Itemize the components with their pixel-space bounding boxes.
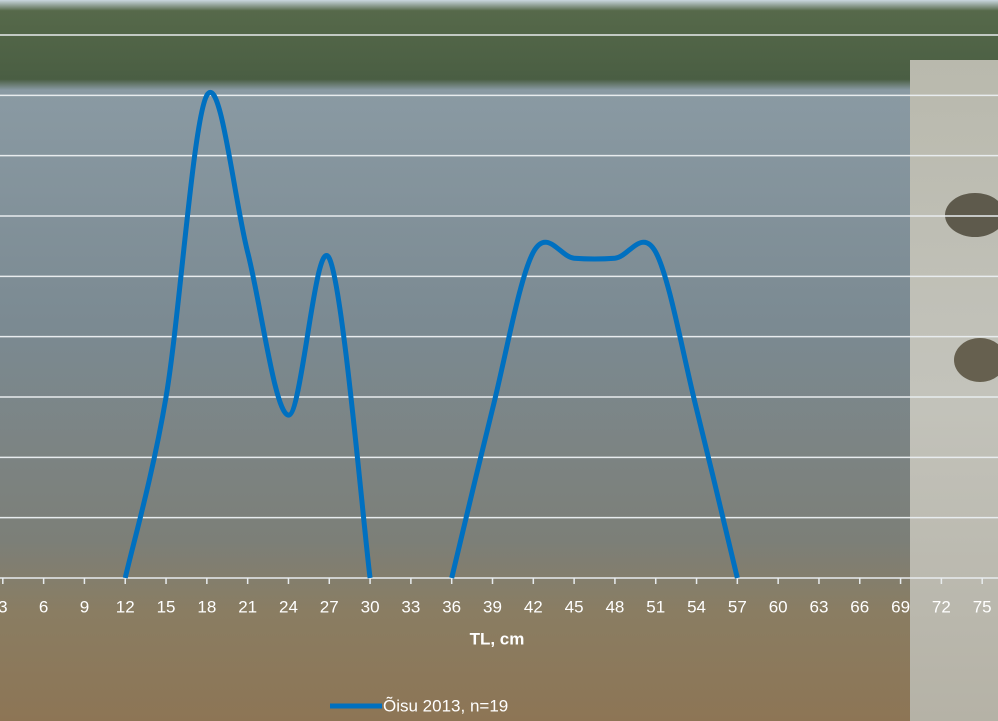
x-tick-label: 9 [80, 597, 89, 616]
x-tick-label: 51 [646, 597, 665, 616]
fish-photo-detail [945, 193, 998, 237]
x-tick-label: 45 [565, 597, 584, 616]
x-tick-label: 12 [116, 597, 135, 616]
x-tick-label: 60 [769, 597, 788, 616]
fish-photo [910, 60, 998, 721]
x-tick-label: 30 [361, 597, 380, 616]
x-tick-label: 66 [850, 597, 869, 616]
x-tick-label: 36 [442, 597, 461, 616]
fish-photo-detail [954, 338, 998, 382]
x-tick-label: 63 [810, 597, 829, 616]
x-tick-label: 18 [197, 597, 216, 616]
x-tick-label: 27 [320, 597, 339, 616]
x-tick-label: 75 [973, 597, 992, 616]
x-tick-label: 6 [39, 597, 48, 616]
x-tick-label: 21 [238, 597, 257, 616]
x-tick-label: 48 [605, 597, 624, 616]
x-tick-label: 72 [932, 597, 951, 616]
x-tick-label: 24 [279, 597, 298, 616]
x-tick-label: 54 [687, 597, 706, 616]
x-tick-label: 42 [524, 597, 543, 616]
x-tick-label: 69 [891, 597, 910, 616]
x-tick-label: 57 [728, 597, 747, 616]
x-tick-label: 39 [483, 597, 502, 616]
x-tick-label: 3 [0, 597, 8, 616]
x-tick-label: 15 [157, 597, 176, 616]
x-axis-title: TL, cm [470, 629, 525, 648]
x-tick-label: 33 [401, 597, 420, 616]
legend-label: Õisu 2013, n=19 [383, 696, 508, 715]
data-line [122, 89, 740, 579]
